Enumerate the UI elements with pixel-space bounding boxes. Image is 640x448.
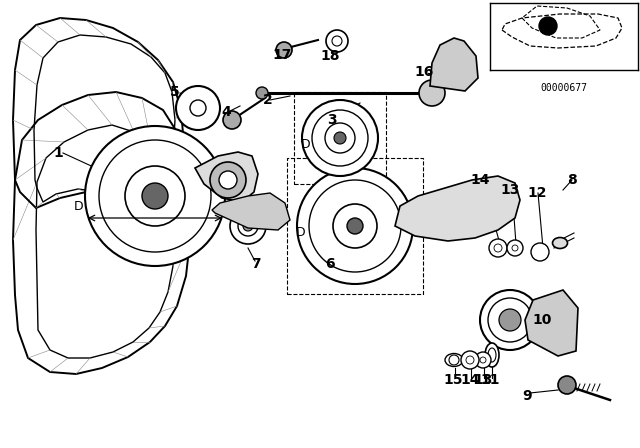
- Circle shape: [480, 290, 540, 350]
- Text: 2: 2: [263, 93, 273, 107]
- Text: 1: 1: [53, 146, 63, 160]
- Text: 13: 13: [474, 373, 493, 387]
- Circle shape: [332, 36, 342, 46]
- Circle shape: [176, 86, 220, 130]
- Text: D: D: [74, 199, 84, 212]
- Text: 10: 10: [532, 313, 552, 327]
- Circle shape: [558, 376, 576, 394]
- Polygon shape: [525, 290, 578, 356]
- Circle shape: [302, 100, 378, 176]
- Text: D: D: [296, 225, 306, 238]
- Bar: [287, 158, 423, 294]
- Circle shape: [223, 111, 241, 129]
- Circle shape: [333, 204, 377, 248]
- Text: 18: 18: [320, 49, 340, 63]
- Text: 14: 14: [460, 373, 480, 387]
- Text: 16: 16: [414, 65, 434, 79]
- Circle shape: [499, 309, 521, 331]
- Circle shape: [466, 356, 474, 364]
- Circle shape: [190, 100, 206, 116]
- Circle shape: [256, 87, 268, 99]
- Text: 11: 11: [480, 373, 500, 387]
- Circle shape: [125, 166, 185, 226]
- Circle shape: [99, 140, 211, 252]
- Ellipse shape: [488, 348, 496, 362]
- Circle shape: [489, 239, 507, 257]
- Text: 4: 4: [221, 105, 231, 119]
- Circle shape: [243, 221, 253, 231]
- Text: 12: 12: [527, 186, 547, 200]
- Circle shape: [276, 42, 292, 58]
- Circle shape: [85, 126, 225, 266]
- Circle shape: [461, 351, 479, 369]
- Circle shape: [309, 180, 401, 272]
- Circle shape: [449, 355, 459, 365]
- Circle shape: [325, 123, 355, 153]
- Polygon shape: [195, 152, 258, 202]
- Circle shape: [494, 244, 502, 252]
- Text: 00000677: 00000677: [541, 83, 588, 93]
- Circle shape: [531, 243, 549, 261]
- Text: 7: 7: [251, 257, 261, 271]
- Text: 17: 17: [272, 48, 292, 62]
- Circle shape: [297, 168, 413, 284]
- Circle shape: [347, 218, 363, 234]
- Polygon shape: [430, 38, 478, 91]
- Circle shape: [312, 110, 368, 166]
- Text: 15: 15: [444, 373, 463, 387]
- Circle shape: [419, 80, 445, 106]
- Text: 14: 14: [470, 173, 490, 187]
- Circle shape: [507, 240, 523, 256]
- Bar: [294, 92, 386, 184]
- Ellipse shape: [485, 343, 499, 367]
- Circle shape: [326, 30, 348, 52]
- Text: 5: 5: [170, 85, 180, 99]
- Text: 3: 3: [327, 113, 337, 127]
- Circle shape: [334, 132, 346, 144]
- Circle shape: [539, 17, 557, 35]
- Circle shape: [219, 171, 237, 189]
- Circle shape: [512, 245, 518, 251]
- Text: 8: 8: [567, 173, 577, 187]
- Circle shape: [480, 357, 486, 363]
- Ellipse shape: [445, 353, 463, 366]
- Text: 13: 13: [500, 183, 520, 197]
- Circle shape: [230, 208, 266, 244]
- Text: D: D: [301, 138, 311, 151]
- Circle shape: [142, 183, 168, 209]
- Circle shape: [488, 298, 532, 342]
- Polygon shape: [212, 193, 290, 230]
- Circle shape: [210, 162, 246, 198]
- Ellipse shape: [552, 237, 568, 249]
- Circle shape: [475, 352, 491, 368]
- Polygon shape: [395, 176, 520, 241]
- Text: 9: 9: [522, 389, 532, 403]
- Text: 6: 6: [325, 257, 335, 271]
- Circle shape: [238, 216, 258, 236]
